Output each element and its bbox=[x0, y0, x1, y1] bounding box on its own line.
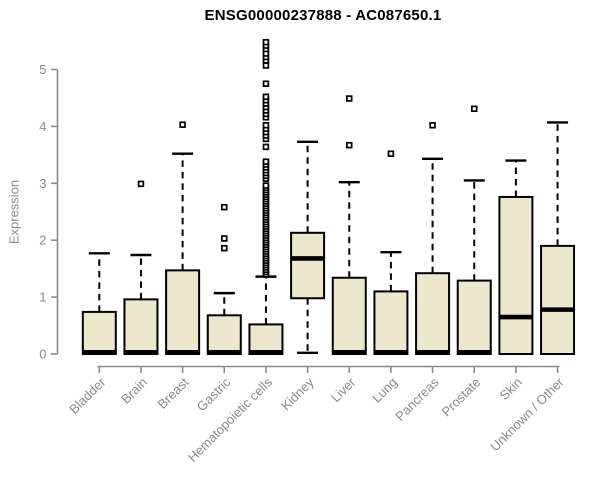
boxplot-lung bbox=[373, 150, 409, 356]
y-tick-label: 4 bbox=[39, 119, 46, 134]
box bbox=[165, 269, 201, 355]
y-tick-label: 5 bbox=[39, 62, 46, 77]
outlier-point bbox=[262, 93, 270, 101]
y-tick-label: 2 bbox=[39, 233, 46, 248]
box bbox=[123, 298, 159, 356]
x-category-label: Prostate bbox=[439, 375, 484, 420]
outlier-point bbox=[262, 158, 270, 165]
boxplot-skin bbox=[498, 159, 534, 355]
x-category-label: Gastric bbox=[194, 374, 234, 414]
outlier-point bbox=[346, 95, 353, 102]
x-category-label: Breast bbox=[155, 374, 192, 411]
x-category-label: Unknown / Other bbox=[487, 374, 567, 454]
y-axis: 0 1 2 3 4 5 bbox=[39, 62, 59, 362]
boxplot-liver bbox=[331, 95, 367, 355]
outlier-point bbox=[262, 80, 270, 87]
chart-title: ENSG00000237888 - AC087650.1 bbox=[204, 7, 442, 24]
x-category-label: Kidney bbox=[278, 374, 317, 413]
boxplot-pancreas bbox=[415, 122, 451, 355]
box bbox=[248, 323, 284, 355]
outlier-point bbox=[387, 150, 395, 157]
outlier-point bbox=[137, 180, 145, 188]
outlier-point bbox=[221, 235, 228, 242]
x-category-label: Skin bbox=[497, 375, 525, 403]
y-tick-label: 1 bbox=[39, 290, 46, 305]
outlier-point bbox=[262, 143, 270, 151]
outlier-point bbox=[221, 244, 228, 252]
boxplot-prostate bbox=[456, 105, 492, 355]
boxplot-breast bbox=[165, 121, 201, 355]
outlier-point bbox=[262, 62, 270, 69]
x-category-label: Brain bbox=[118, 375, 150, 407]
box bbox=[331, 276, 367, 355]
box bbox=[290, 231, 326, 300]
boxplot-kidney bbox=[290, 140, 326, 355]
box bbox=[206, 314, 242, 356]
box bbox=[456, 279, 492, 355]
boxplot-unknown-other bbox=[540, 121, 576, 355]
box bbox=[415, 272, 451, 355]
outlier-point bbox=[470, 105, 478, 113]
y-tick-label: 3 bbox=[39, 176, 46, 191]
box bbox=[373, 290, 409, 356]
boxplot-hematopoietic-cells bbox=[248, 38, 284, 355]
outlier-point bbox=[262, 182, 270, 189]
outlier-point bbox=[262, 38, 270, 46]
outlier-point bbox=[346, 141, 353, 149]
x-category-label: Liver bbox=[328, 374, 359, 405]
outlier-point bbox=[179, 121, 186, 128]
box bbox=[498, 195, 534, 355]
boxplot-gastric bbox=[206, 203, 242, 356]
box bbox=[540, 244, 576, 355]
boxplot-bladder bbox=[81, 252, 117, 356]
boxplot-brain bbox=[123, 180, 159, 356]
outlier-point bbox=[429, 122, 436, 129]
outlier-point bbox=[221, 203, 228, 211]
x-category-label: Lung bbox=[369, 375, 400, 406]
x-category-label: Bladder bbox=[66, 374, 109, 417]
outlier-point bbox=[262, 122, 270, 129]
y-tick-label: 0 bbox=[39, 347, 46, 362]
x-category-label: Pancreas bbox=[392, 374, 442, 424]
box bbox=[81, 310, 117, 356]
